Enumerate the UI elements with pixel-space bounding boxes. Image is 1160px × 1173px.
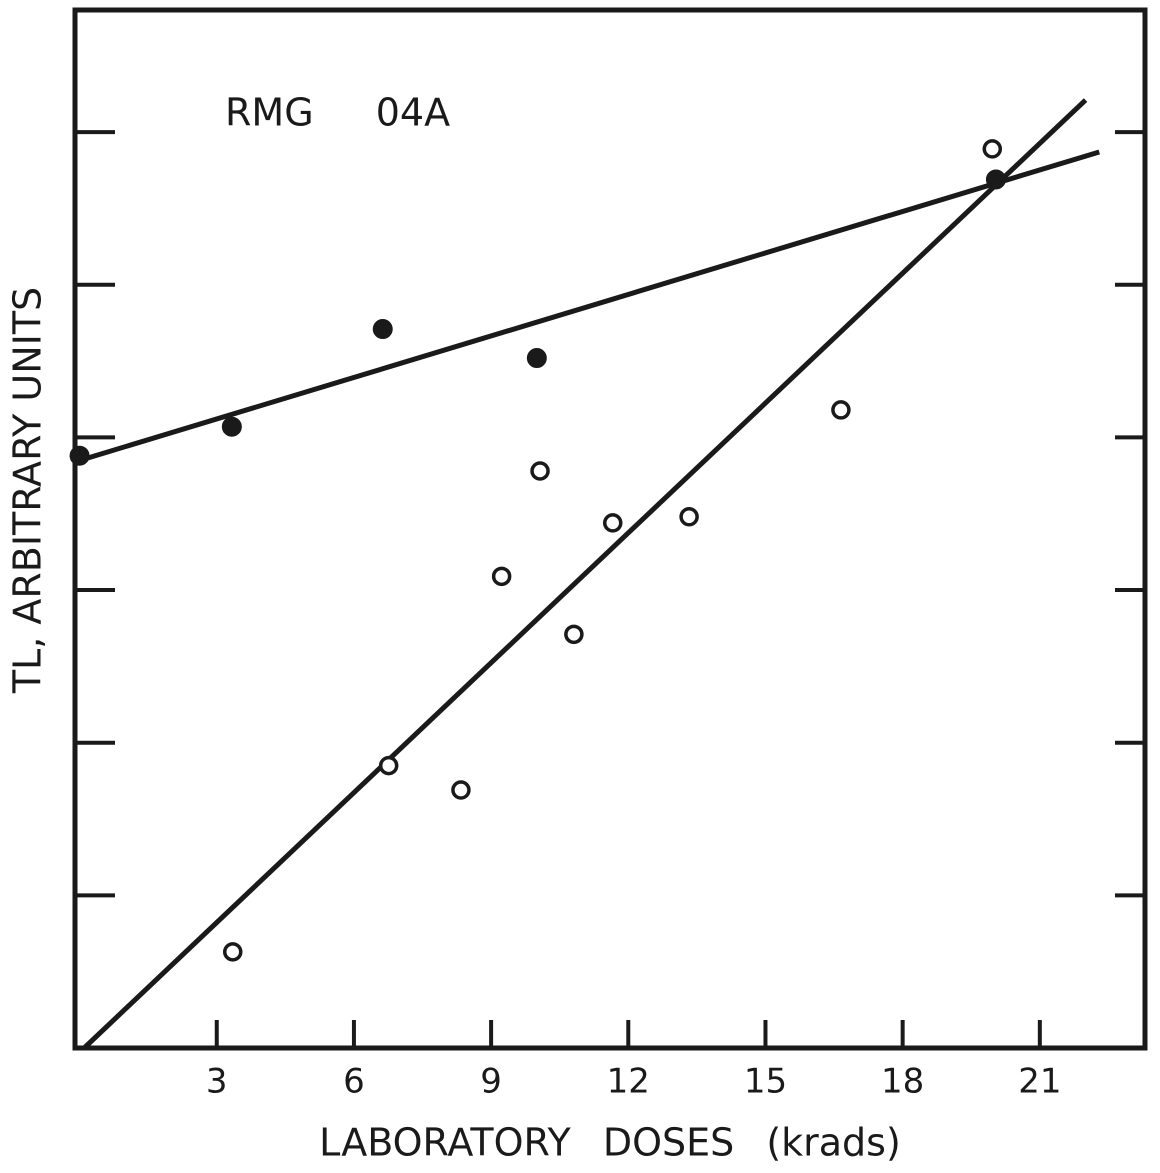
x-tick-label: 21 [1018, 1062, 1061, 1102]
data-point [602, 513, 623, 533]
x-tick-label: 12 [607, 1062, 650, 1102]
data-point [69, 445, 90, 466]
data-point [491, 566, 512, 587]
data-point [530, 461, 550, 481]
data-point [378, 755, 399, 776]
data-point [221, 416, 242, 437]
data-point [372, 319, 393, 340]
data-point [526, 348, 547, 369]
x-tick-label: 3 [206, 1062, 228, 1102]
annotation: RMG 04A [225, 91, 450, 135]
y-axis-label: TL, ARBITRARY UNITS [6, 287, 50, 694]
fit-line [74, 149, 1100, 465]
x-tick-label: 15 [744, 1062, 787, 1102]
data-point [451, 780, 471, 800]
x-axis-label: LABORATORY DOSES (krads) [319, 1121, 901, 1165]
x-tick-label: 18 [881, 1062, 924, 1102]
x-tick-label: 6 [343, 1062, 365, 1102]
fit-line [82, 98, 1088, 1050]
data-point [564, 624, 584, 645]
data-point [831, 400, 851, 420]
plot-frame [72, 7, 1148, 1051]
x-tick-label: 9 [480, 1062, 502, 1102]
data-point [982, 139, 1003, 159]
data-point [223, 942, 243, 962]
data-point [679, 507, 699, 527]
